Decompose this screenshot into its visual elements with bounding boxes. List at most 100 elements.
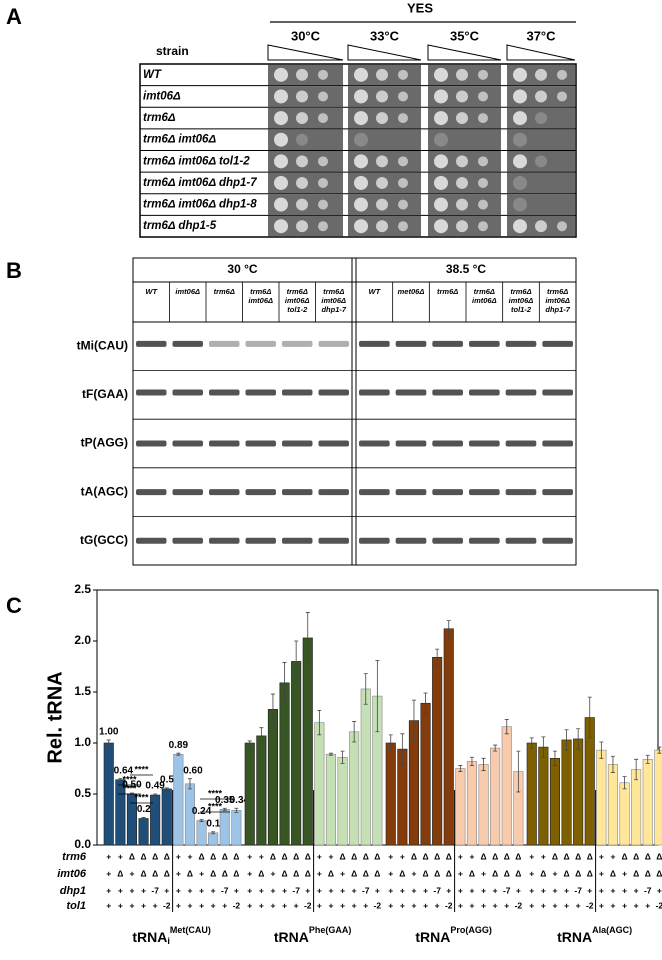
yeast-spot xyxy=(296,155,308,168)
significance-label: **** xyxy=(134,764,149,774)
yeast-spot xyxy=(434,132,448,147)
error-bar xyxy=(469,756,474,766)
genotype-cell: + xyxy=(187,885,192,895)
error-bar xyxy=(164,787,169,791)
group-label-sub: i xyxy=(167,936,170,946)
lane-label-line: imt06Δ xyxy=(285,296,310,305)
blot-band xyxy=(209,389,240,396)
genotype-cell: Δ xyxy=(504,868,510,878)
yeast-spot xyxy=(478,177,488,188)
yeast-spot xyxy=(478,199,488,210)
genotype-cell: Δ xyxy=(140,851,146,861)
spot-panel xyxy=(507,172,575,194)
yeast-spot xyxy=(434,111,448,126)
error-bar xyxy=(363,673,368,705)
lane-label: trm6Δ imt06Δ tol1-2 xyxy=(285,287,310,314)
bar xyxy=(208,832,219,846)
bar xyxy=(654,749,662,846)
yeast-spot xyxy=(376,68,388,81)
genotype-cell: -7 xyxy=(362,885,370,895)
genotype-cell: + xyxy=(270,900,275,910)
genotype-cell: Δ xyxy=(129,851,135,861)
genotype-cell: + xyxy=(622,868,627,878)
error-bar xyxy=(541,736,546,758)
blot-band xyxy=(469,389,500,396)
genotype-cell: Δ xyxy=(328,868,334,878)
blot-band xyxy=(395,440,427,447)
genotype-cell: Δ xyxy=(446,851,452,861)
bar xyxy=(150,794,161,846)
lane-label-line: imt06Δ xyxy=(472,296,497,305)
blot-band xyxy=(136,340,167,347)
blot-band xyxy=(359,389,390,396)
error-bar xyxy=(622,776,627,790)
genotype-cell: + xyxy=(481,885,486,895)
genotype-cell: + xyxy=(118,885,123,895)
blot-band xyxy=(542,389,573,396)
bar xyxy=(596,749,607,846)
dilution-wedge xyxy=(347,44,422,61)
error-bar xyxy=(481,757,486,771)
bar xyxy=(256,735,267,846)
genotype-cell: + xyxy=(375,885,380,895)
genotype-cell: + xyxy=(552,900,557,910)
yeast-spot xyxy=(478,221,488,232)
bar xyxy=(538,746,549,846)
genotype-cell: + xyxy=(340,868,345,878)
temperature-label: 37°C xyxy=(526,28,556,43)
genotype-cell: + xyxy=(270,885,275,895)
error-bar xyxy=(187,778,192,790)
value-label: 0.12 xyxy=(206,818,226,829)
genotype-cell: Δ xyxy=(363,868,369,878)
blot-band xyxy=(172,489,203,496)
lane-label-line: trm6Δ xyxy=(474,287,495,296)
lane-label-line: tol1-2 xyxy=(511,305,532,314)
yeast-spot xyxy=(557,69,567,80)
genotype-cell: Δ xyxy=(610,868,616,878)
genotype-cell: + xyxy=(423,885,428,895)
genotype-cell: Δ xyxy=(270,851,276,861)
blot-band xyxy=(209,537,240,544)
error-bar xyxy=(610,755,615,773)
yeast-spot xyxy=(318,113,328,124)
blot-band xyxy=(318,389,349,396)
bar xyxy=(267,709,279,846)
yeast-spot xyxy=(535,68,547,81)
bar xyxy=(138,818,149,846)
lane-label: imt06Δ xyxy=(175,287,200,296)
genotype-cell: Δ xyxy=(281,868,287,878)
error-bar xyxy=(375,659,380,733)
dilution-wedge xyxy=(267,44,344,61)
yeast-spot xyxy=(478,156,488,167)
genotype-cell: + xyxy=(247,851,252,861)
error-bar xyxy=(141,817,146,820)
genotype-cell: Δ xyxy=(281,851,287,861)
error-bar xyxy=(435,648,440,666)
genotype-cell: + xyxy=(610,900,615,910)
significance-label: **** xyxy=(122,783,137,793)
lane-label: trm6Δ imt06Δ xyxy=(248,287,273,305)
genotype-cell: + xyxy=(529,885,534,895)
yeast-spot xyxy=(376,220,388,233)
error-bar xyxy=(493,744,498,752)
genotype-cell: + xyxy=(634,885,639,895)
blot-band xyxy=(542,489,573,496)
genotype-cell: + xyxy=(317,868,322,878)
yeast-spot xyxy=(274,67,288,82)
blot-band xyxy=(282,489,313,496)
group-label: tRNAAla(AGC) xyxy=(557,925,632,944)
genotype-cell: -2 xyxy=(233,900,241,910)
bar xyxy=(325,753,337,846)
genotype-cell: + xyxy=(106,900,111,910)
genotype-cell: + xyxy=(529,900,534,910)
genotype-cell: + xyxy=(599,885,604,895)
bar xyxy=(443,628,454,846)
genotype-cell: Δ xyxy=(222,851,228,861)
value-label: 1.00 xyxy=(99,727,119,738)
lane-label: trm6Δ imt06Δ dhp1-7 xyxy=(321,287,346,314)
yeast-spot xyxy=(535,220,547,233)
yeast-spot xyxy=(456,220,468,233)
blot-band xyxy=(469,537,500,544)
genotype-cell: Δ xyxy=(515,868,521,878)
genotype-cell: + xyxy=(141,885,146,895)
